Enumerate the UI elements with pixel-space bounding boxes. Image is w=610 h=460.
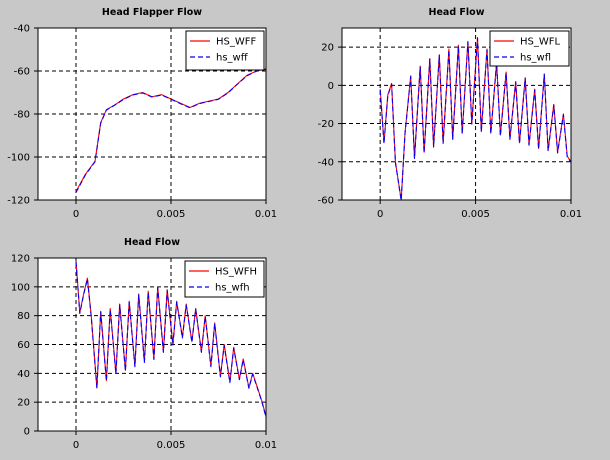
axes-frame [341, 27, 572, 201]
legend-label-2: hs_wff [216, 53, 249, 64]
y-tick-label: -40 [318, 157, 334, 168]
y-tick-label: 60 [17, 340, 30, 351]
y-tick-label: -80 [14, 110, 30, 121]
legend-box [185, 30, 265, 71]
chart-1: 0 0.005 0.01 -120 -100 -80 -60 -40 Head Flapper … [7, 7, 277, 220]
legend: HS_WFF hs_wff [185, 30, 265, 71]
y-tick-label: -20 [318, 119, 334, 130]
x-tick-label: 0 [73, 209, 79, 220]
chart-title: Head Flow [429, 7, 485, 18]
y-tick-label: 0 [24, 427, 30, 438]
chart-title: Head Flapper Flow [102, 7, 202, 18]
y-tick-label: -100 [7, 153, 30, 164]
x-tick-label: 0.01 [560, 209, 582, 220]
legend-label-2: hs_wfh [215, 283, 250, 294]
x-tick-label: 0.005 [461, 209, 490, 220]
legend-label-2: hs_wfl [520, 53, 551, 64]
y-tick-label: 20 [321, 43, 334, 54]
legend-label-1: HS_WFH [215, 267, 257, 278]
y-tick-label: 100 [11, 282, 30, 293]
series-line-2 [379, 37, 571, 200]
x-tick-label: 0 [73, 440, 79, 451]
legend-box [184, 260, 265, 298]
x-tick-label: 0.01 [255, 440, 277, 451]
y-tick-label: 80 [17, 311, 30, 322]
y-tick-label: -60 [14, 67, 30, 78]
series-line-2 [75, 68, 266, 193]
legend-label-1: HS_WFL [520, 37, 561, 48]
chart-2: 0 0.005 0.01 -60 -40 -20 0 20 Head Flow HS_WFL hs_… [318, 7, 582, 220]
y-tick-label: -40 [14, 24, 30, 35]
y-tick-label: 120 [11, 254, 30, 265]
x-tick-label: 0.01 [255, 209, 277, 220]
legend: HS_WFL hs_wfl [489, 30, 570, 67]
legend: HS_WFH hs_wfh [184, 260, 265, 298]
chart-3: 0 0.005 0.01 0 20 40 60 80 100 120 Head Flow HS_WFH… [11, 237, 277, 451]
y-tick-label: -60 [318, 196, 334, 207]
legend-box [489, 30, 570, 67]
y-tick-label: 40 [17, 369, 30, 380]
series-line-2 [75, 261, 266, 418]
x-tick-label: 0.005 [157, 209, 186, 220]
y-tick-label: 20 [17, 398, 30, 409]
x-tick-label: 0.005 [157, 440, 186, 451]
y-tick-label: 0 [328, 81, 334, 92]
chart-title: Head Flow [124, 237, 180, 248]
x-tick-label: 0 [377, 209, 383, 220]
legend-label-1: HS_WFF [216, 37, 257, 48]
y-tick-label: -120 [7, 196, 30, 207]
